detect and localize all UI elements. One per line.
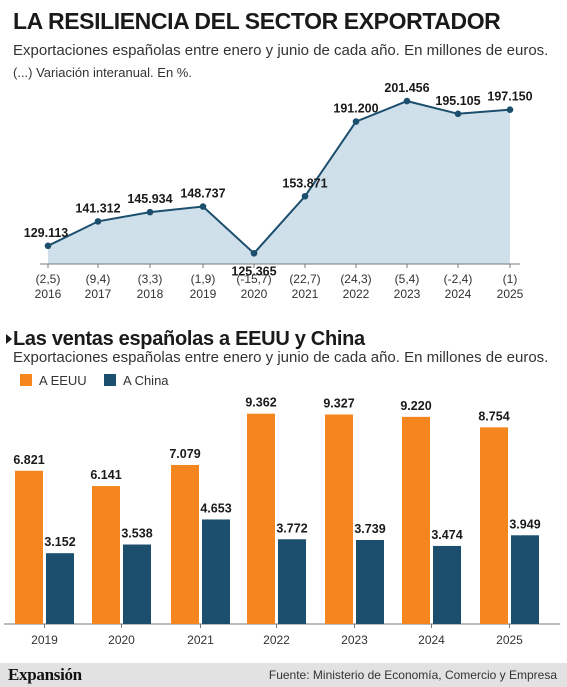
data-label-china: 3.949 [509,517,540,531]
data-label-china: 3.152 [44,535,75,549]
bar-eeuu [15,470,43,624]
x-tick-label: 2017 [85,287,112,301]
variation-label: (9,4) [86,272,111,286]
data-point [301,192,309,200]
data-label-china: 3.474 [431,528,462,542]
x-tick-label: 2024 [445,287,472,301]
data-label-china: 4.653 [200,501,231,515]
bar-china [511,535,539,624]
bar-china [356,540,384,624]
source-note: Fuente: Ministerio de Economía, Comercio… [268,668,557,682]
x-tick-label: 2023 [341,633,368,647]
data-point [199,203,207,210]
legend-item-eeuu: A EEUU [20,372,87,388]
x-tick-label: 2025 [496,633,523,647]
variation-label: (3,3) [138,272,163,286]
data-label-eeuu: 9.362 [245,396,276,410]
section2-subtitle: Exportaciones españolas entre enero y ju… [13,349,549,366]
x-tick-label: 2016 [35,287,62,301]
exports-area-chart: 129.113 (2,5)2016 141.312 (9,4)2017 145.934 (… [24,81,533,301]
data-point [506,106,514,113]
x-tick-label: 2021 [187,633,214,647]
footer: Expansión Fuente: Ministerio de Economía… [0,663,567,687]
legend-item-china: A China [104,372,169,388]
expansion-logo: Expansión [8,665,82,684]
bar-china [202,519,230,624]
variation-label: (24,3) [340,272,371,286]
section-marker-icon [6,334,12,344]
bar-eeuu [480,427,508,624]
x-tick-label: 2020 [108,633,135,647]
x-tick-label: 2019 [190,287,217,301]
x-tick-label: 2019 [31,633,58,647]
variation-note: (...) Variación interanual. En %. [13,65,192,80]
variation-label: (1) [503,272,518,286]
data-label-eeuu: 9.220 [400,399,431,413]
data-point [250,249,258,257]
variation-label: (1,9) [191,272,216,286]
legend-label-eeuu: A EEUU [39,372,87,388]
data-label-eeuu: 8.754 [478,409,509,423]
data-label: 141.312 [75,201,120,215]
bar-eeuu [247,413,275,624]
x-tick-label: 2025 [497,287,524,301]
legend-swatch-eeuu [20,374,32,386]
data-label-china: 3.538 [121,527,152,541]
x-tick-label: 2024 [418,633,445,647]
bar-china [123,544,151,624]
variation-label: (5,4) [395,272,420,286]
bar-eeuu [171,464,199,624]
x-tick-label: 2022 [263,633,290,647]
bar-china [278,539,306,624]
bar-eeuu [325,414,353,624]
data-label-china: 3.739 [354,522,385,536]
variation-label: (-2,4) [444,272,473,286]
data-label: 191.200 [333,102,378,116]
x-tick-label: 2020 [241,287,268,301]
bar-eeuu [92,486,120,624]
series-line [47,100,511,255]
x-tick-label: 2022 [343,287,370,301]
exports-bar-chart: 6.821 3.152 2019 6.141 3.538 2020 7.079 4.653 20… [4,396,560,647]
legend-swatch-china [104,374,116,386]
data-label-eeuu: 7.079 [169,447,200,461]
x-tick-label: 2018 [137,287,164,301]
data-label-eeuu: 9.327 [323,396,354,410]
data-label-eeuu: 6.141 [90,468,121,482]
data-label: 195.105 [435,94,480,108]
data-label: 153.871 [282,176,327,190]
bar-china [433,545,461,624]
bar-eeuu [402,416,430,624]
x-tick-label: 2023 [394,287,421,301]
variation-label: (2,5) [36,272,61,286]
data-label-china: 3.772 [276,521,307,535]
data-label: 145.934 [127,192,172,206]
data-label-eeuu: 6.821 [13,453,44,467]
data-point [454,110,462,118]
data-point [44,242,52,250]
section2-title: Las ventas españolas a EEUU y China [13,328,365,350]
area-fill [48,101,510,264]
data-point [403,97,411,105]
bar-china [46,553,74,624]
data-point [94,218,102,225]
chart-subtitle: Exportaciones españolas entre enero y ju… [13,42,549,59]
variation-label: (22,7) [289,272,320,286]
data-point [352,118,360,125]
data-label: 129.113 [24,226,69,240]
x-tick-label: 2021 [292,287,319,301]
data-point [146,208,154,216]
data-label: 148.737 [180,187,225,201]
chart-title: LA RESILIENCIA DEL SECTOR EXPORTADOR [13,8,501,34]
data-label: 201.456 [384,81,429,95]
data-label: 125.365 [231,264,276,278]
legend-label-china: A China [123,372,169,388]
variation-label: (-15,7) [236,272,271,286]
data-label: 197.150 [487,90,532,104]
